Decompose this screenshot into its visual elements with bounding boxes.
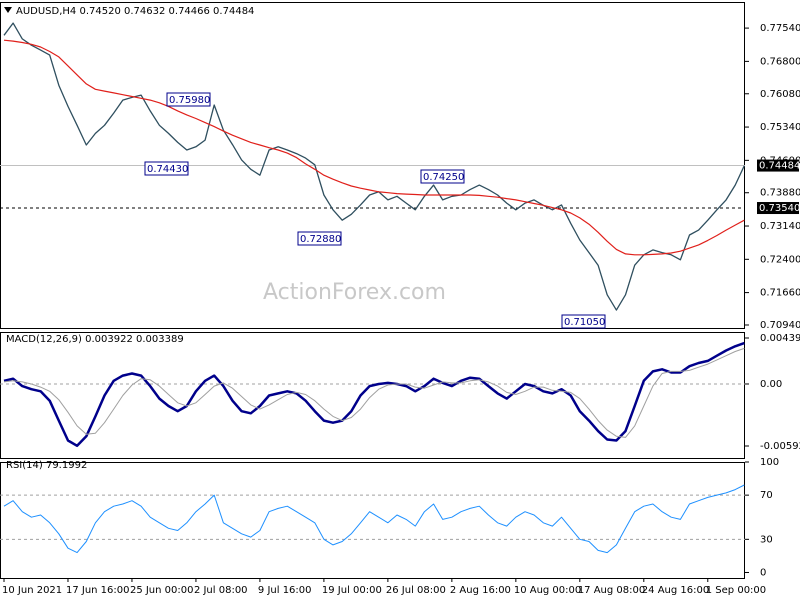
y-tick-label: 0.72400 <box>760 254 800 265</box>
price-box <box>757 159 799 172</box>
annotation-box <box>297 231 342 246</box>
y-tick-label: 100 <box>760 457 779 468</box>
y-tick-label: 0.77540 <box>760 23 800 34</box>
y-tick-label: 0 <box>760 567 766 578</box>
y-tick-label: -0.005922 <box>760 441 800 452</box>
x-tick-label: 1 Sep 00:00 <box>706 585 766 596</box>
rsi-title: RSI(14) 79.1992 <box>6 460 87 471</box>
annotation-label: 0.74250 <box>423 172 464 183</box>
annotation-label: 0.71050 <box>564 317 605 328</box>
y-tick-label: 0.71660 <box>760 288 800 299</box>
price-title: AUDUSD,H4 0.74520 0.74632 0.74466 0.7448… <box>16 6 254 17</box>
series-line <box>3 22 745 311</box>
x-tick-label: 17 Jun 16:00 <box>66 585 130 596</box>
y-tick-label: 0.70940 <box>760 320 800 331</box>
y-tick-label: 70 <box>760 490 773 501</box>
price-box-label: 0.73540 <box>759 203 800 214</box>
x-tick-label: 10 Aug 00:00 <box>514 585 581 596</box>
y-tick-label: 30 <box>760 534 773 545</box>
series-line <box>3 341 745 448</box>
price-box-label: 0.74484 <box>759 161 800 172</box>
y-tick-label: 0.75340 <box>760 122 800 133</box>
annotation-box <box>144 161 189 176</box>
x-tick-label: 24 Aug 16:00 <box>642 585 709 596</box>
x-tick-label: 19 Jul 00:00 <box>322 585 382 596</box>
annotation-label: 0.72880 <box>300 234 341 245</box>
annotation-label: 0.74430 <box>147 164 188 175</box>
panel-frame <box>0 332 745 459</box>
x-tick-label: 2 Jul 08:00 <box>194 585 248 596</box>
y-tick-label: 0.73140 <box>760 221 800 232</box>
x-tick-label: 26 Jul 08:00 <box>386 585 446 596</box>
annotation-box <box>166 92 211 107</box>
x-tick-label: 10 Jun 2021 <box>2 585 62 596</box>
watermark: ActionForex.com <box>263 280 446 305</box>
annotation-box <box>420 169 465 184</box>
panel-frame <box>0 462 745 579</box>
y-tick-label: 0.004391 <box>760 333 800 344</box>
price-box <box>757 202 799 215</box>
series-line <box>3 484 745 554</box>
x-tick-label: 2 Aug 16:00 <box>450 585 511 596</box>
x-tick-label: 25 Jun 00:00 <box>130 585 194 596</box>
series-line <box>3 39 745 256</box>
y-tick-label: 0.76080 <box>760 89 800 100</box>
symbol-marker <box>4 7 12 13</box>
macd-title: MACD(12,26,9) 0.003922 0.003389 <box>6 334 184 345</box>
x-tick-label: 17 Aug 08:00 <box>578 585 645 596</box>
annotation-label: 0.75980 <box>169 95 210 106</box>
series-line <box>3 347 745 438</box>
x-tick-label: 9 Jul 16:00 <box>258 585 312 596</box>
y-tick-label: 0.00 <box>760 379 782 390</box>
annotation-box <box>561 314 606 329</box>
y-tick-label: 0.76800 <box>760 56 800 67</box>
y-tick-label: 0.73880 <box>760 188 800 199</box>
